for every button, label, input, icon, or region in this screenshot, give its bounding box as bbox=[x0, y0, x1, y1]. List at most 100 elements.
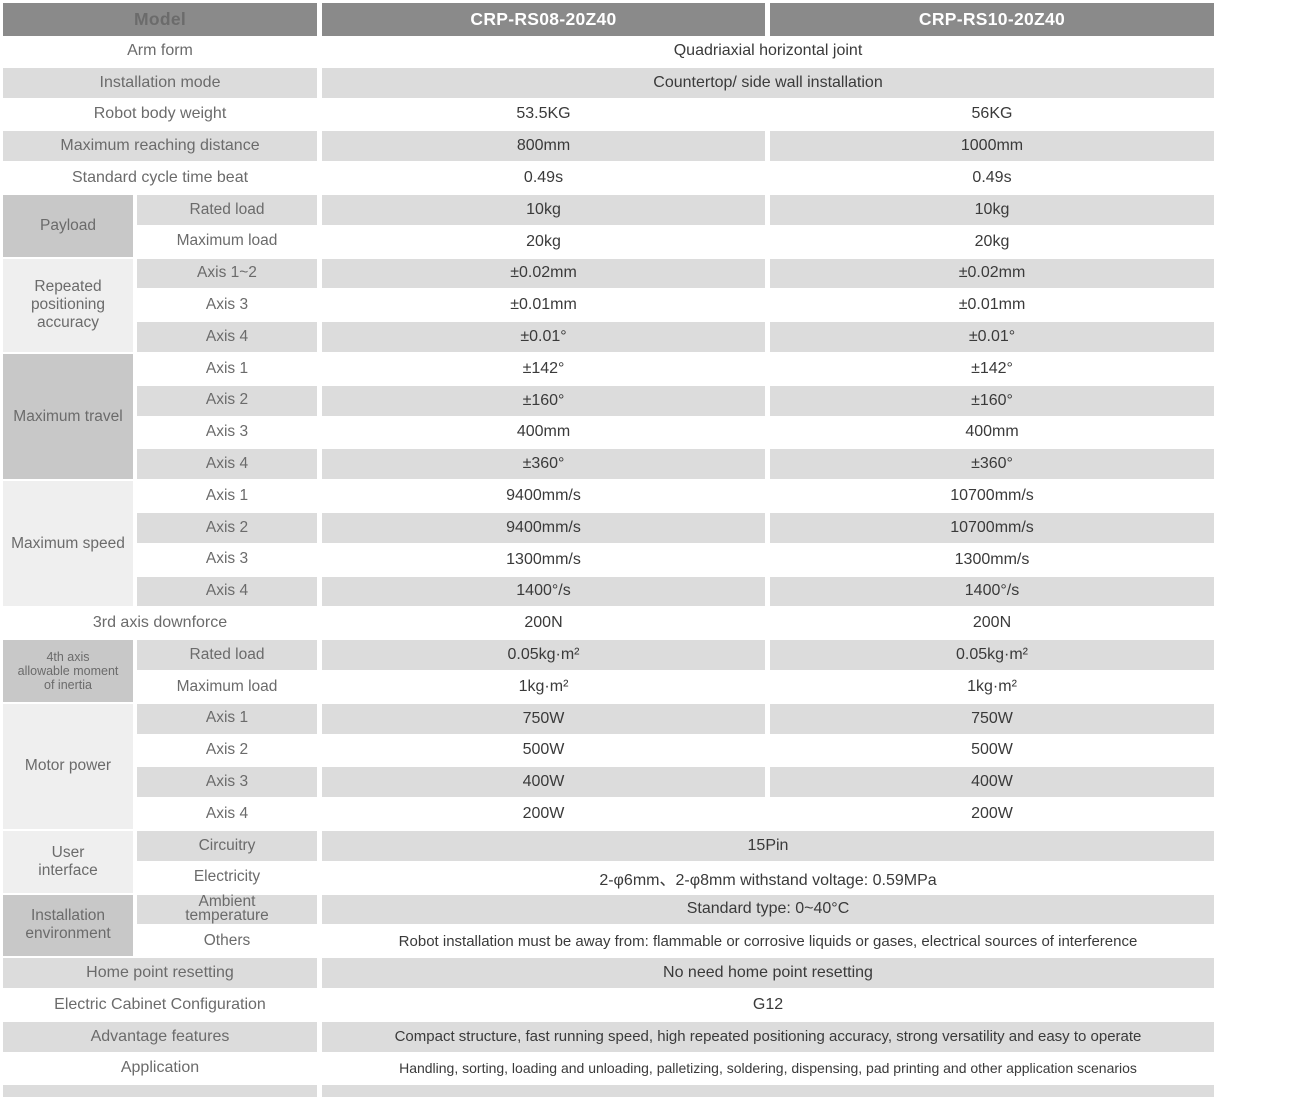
row-inertia-maximum-load: Maximum load 1kg·m² 1kg·m² bbox=[137, 672, 1214, 702]
value-downforce-rs10: 200N bbox=[972, 614, 1012, 632]
value-inertia-rated-rs10: 0.05kg·m² bbox=[770, 640, 1214, 670]
sublabel-axis-1-2: Axis 1~2 bbox=[137, 258, 317, 289]
value-inertia-max-rs08: 1kg·m² bbox=[518, 677, 569, 695]
row-payload-rated-load: Rated load 10kg 10kg bbox=[137, 194, 1214, 225]
sublabel-axis-2: Axis 2 bbox=[137, 385, 317, 416]
robot-spec-table: Model CRP-RS08-20Z40 CRP-RS10-20Z40 Arm … bbox=[3, 3, 1214, 1098]
group-label-installation-environment: Installation environment bbox=[3, 894, 133, 957]
row-payload-maximum-load: Maximum load 20kg 20kg bbox=[137, 227, 1214, 257]
row-travel-axis-2: Axis 2 ±160° ±160° bbox=[137, 385, 1214, 416]
row-accuracy-axis-4: Axis 4 ±0.01° ±0.01° bbox=[137, 322, 1214, 352]
sublabel-axis-2: Axis 2 bbox=[205, 741, 249, 759]
value-travel-axis4-rs08: ±360° bbox=[322, 449, 765, 480]
value-home-point-resetting: No need home point resetting bbox=[322, 958, 1214, 988]
sublabel-ambient-temperature: Ambient temperature bbox=[137, 894, 317, 925]
row-motor-axis-1: Axis 1 750W 750W bbox=[137, 703, 1214, 734]
label-robot-body-weight: Robot body weight bbox=[93, 105, 227, 123]
sublabel-axis-3: Axis 3 bbox=[205, 550, 249, 568]
value-speed-axis1-rs10: 10700mm/s bbox=[950, 487, 1034, 505]
group-maximum-travel: Maximum travel Axis 1 ±142° ±142° Axis 2… bbox=[3, 353, 1214, 480]
value-travel-axis1-rs08: ±142° bbox=[522, 359, 565, 377]
value-motor-axis1-rs10: 750W bbox=[770, 703, 1214, 734]
value-motor-axis3-rs08: 400W bbox=[322, 767, 765, 798]
row-standard-cycle-time: Standard cycle time beat 0.49s 0.49s bbox=[3, 163, 1214, 193]
row-circuitry: Circuitry 15Pin bbox=[137, 830, 1214, 861]
value-robot-body-weight-rs10: 56KG bbox=[971, 105, 1013, 123]
value-accuracy-axis3-rs08: ±0.01mm bbox=[510, 296, 577, 314]
value-ambient-temperature: Standard type: 0~40°C bbox=[322, 894, 1214, 925]
value-motor-axis4-rs08: 200W bbox=[522, 805, 565, 823]
row-travel-axis-4: Axis 4 ±360° ±360° bbox=[137, 449, 1214, 480]
value-accuracy-axis3-rs10: ±0.01mm bbox=[958, 296, 1026, 314]
label-application: Application bbox=[120, 1059, 200, 1077]
row-ambient-temperature: Ambient temperature Standard type: 0~40°… bbox=[137, 894, 1214, 925]
group-installation-environment: Installation environment Ambient tempera… bbox=[3, 894, 1214, 957]
row-motor-axis-3: Axis 3 400W 400W bbox=[137, 767, 1214, 798]
value-speed-axis2-rs10: 10700mm/s bbox=[770, 512, 1214, 543]
partial-value-cell bbox=[322, 1085, 1214, 1098]
value-travel-axis3-rs08: 400mm bbox=[516, 423, 571, 441]
value-inertia-max-rs10: 1kg·m² bbox=[967, 677, 1017, 695]
row-motor-axis-4: Axis 4 200W 200W bbox=[137, 799, 1214, 829]
label-arm-form: Arm form bbox=[127, 41, 193, 59]
group-label-user-interface: User interface bbox=[3, 830, 133, 893]
sublabel-axis-3: Axis 3 bbox=[137, 767, 317, 798]
sublabel-axis-4: Axis 4 bbox=[137, 322, 317, 352]
label-electric-cabinet-configuration: Electric Cabinet Configuration bbox=[54, 995, 266, 1013]
value-speed-axis4-rs10: 1400°/s bbox=[770, 576, 1214, 607]
sublabel-axis-1: Axis 1 bbox=[205, 486, 249, 504]
partial-label-cell bbox=[3, 1085, 317, 1098]
value-motor-axis2-rs08: 500W bbox=[522, 741, 565, 759]
partial-next-row bbox=[3, 1085, 1214, 1098]
row-others: Others Robot installation must be away f… bbox=[137, 926, 1214, 956]
label-home-point-resetting: Home point resetting bbox=[3, 958, 317, 988]
sublabel-axis-3: Axis 3 bbox=[205, 296, 249, 314]
sublabel-others: Others bbox=[203, 931, 251, 949]
group-label-maximum-travel: Maximum travel bbox=[3, 353, 133, 480]
group-label-maximum-speed: Maximum speed bbox=[3, 481, 133, 607]
sublabel-axis-1: Axis 1 bbox=[205, 359, 249, 377]
row-accuracy-axis-1-2: Axis 1~2 ±0.02mm ±0.02mm bbox=[137, 258, 1214, 289]
row-electric-cabinet-configuration: Electric Cabinet Configuration G12 bbox=[3, 990, 1214, 1020]
row-3rd-axis-downforce: 3rd axis downforce 200N 200N bbox=[3, 608, 1214, 638]
sublabel-circuitry: Circuitry bbox=[137, 830, 317, 861]
value-max-reach-rs08: 800mm bbox=[322, 131, 765, 162]
label-3rd-axis-downforce: 3rd axis downforce bbox=[92, 614, 228, 632]
row-arm-form: Arm form Quadriaxial horizontal joint bbox=[3, 36, 1214, 66]
value-installation-mode: Countertop/ side wall installation bbox=[322, 67, 1214, 98]
row-accuracy-axis-3: Axis 3 ±0.01mm ±0.01mm bbox=[137, 290, 1214, 320]
group-label-motor-power: Motor power bbox=[3, 703, 133, 829]
value-circuitry: 15Pin bbox=[322, 830, 1214, 861]
value-motor-axis2-rs10: 500W bbox=[971, 741, 1013, 759]
group-label-accuracy: Repeated positioning accuracy bbox=[3, 258, 133, 352]
value-cycle-time-rs10: 0.49s bbox=[972, 169, 1012, 187]
label-standard-cycle-time: Standard cycle time beat bbox=[71, 169, 249, 187]
header-model-rs10: CRP-RS10-20Z40 bbox=[770, 3, 1214, 36]
sublabel-rated-load: Rated load bbox=[137, 194, 317, 225]
group-label-inertia: 4th axis allowable moment of inertia bbox=[3, 640, 133, 702]
value-speed-axis4-rs08: 1400°/s bbox=[322, 576, 765, 607]
value-arm-form: Quadriaxial horizontal joint bbox=[673, 41, 863, 59]
value-accuracy-axis4-rs08: ±0.01° bbox=[322, 322, 765, 352]
sublabel-maximum-load: Maximum load bbox=[176, 232, 278, 250]
value-max-reach-rs10: 1000mm bbox=[770, 131, 1214, 162]
sublabel-axis-3: Axis 3 bbox=[205, 423, 249, 441]
value-speed-axis3-rs10: 1300mm/s bbox=[954, 550, 1030, 568]
sublabel-axis-4: Axis 4 bbox=[205, 804, 249, 822]
group-payload: Payload Rated load 10kg 10kg Maximum loa… bbox=[3, 194, 1214, 257]
group-label-payload: Payload bbox=[3, 194, 133, 257]
sublabel-axis-4: Axis 4 bbox=[137, 449, 317, 480]
sublabel-rated-load: Rated load bbox=[137, 640, 317, 670]
value-motor-axis1-rs08: 750W bbox=[322, 703, 765, 734]
value-travel-axis4-rs10: ±360° bbox=[770, 449, 1214, 480]
value-speed-axis2-rs08: 9400mm/s bbox=[322, 512, 765, 543]
row-max-reaching-distance: Maximum reaching distance 800mm 1000mm bbox=[3, 131, 1214, 162]
value-advantage-features: Compact structure, fast running speed, h… bbox=[322, 1021, 1214, 1052]
row-inertia-rated-load: Rated load 0.05kg·m² 0.05kg·m² bbox=[137, 640, 1214, 670]
value-accuracy-axis12-rs10: ±0.02mm bbox=[770, 258, 1214, 289]
row-electricity: Electricity 2-φ6mm、2-φ8mm withstand volt… bbox=[137, 863, 1214, 893]
row-advantage-features: Advantage features Compact structure, fa… bbox=[3, 1021, 1214, 1052]
row-speed-axis-1: Axis 1 9400mm/s 10700mm/s bbox=[137, 481, 1214, 511]
value-travel-axis2-rs08: ±160° bbox=[322, 385, 765, 416]
value-accuracy-axis12-rs08: ±0.02mm bbox=[322, 258, 765, 289]
